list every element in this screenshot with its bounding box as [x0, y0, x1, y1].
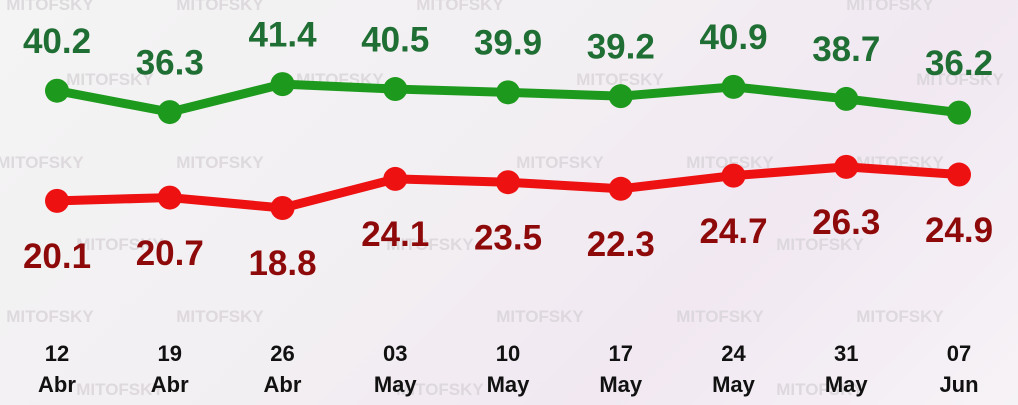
- watermark: MITOFSKY: [516, 153, 604, 172]
- point: [947, 101, 971, 125]
- x-tick-label: 10 May: [458, 338, 558, 400]
- value-label: 39.2: [587, 27, 655, 66]
- point: [609, 177, 633, 201]
- value-label: 22.3: [587, 225, 655, 264]
- value-label: 41.4: [248, 15, 317, 54]
- watermark: MITOFSKY: [176, 307, 264, 326]
- value-label: 36.2: [925, 44, 993, 83]
- watermark: MITOFSKY: [496, 307, 584, 326]
- x-tick-label: 24 May: [684, 338, 784, 400]
- point: [158, 100, 182, 124]
- watermark: MITOFSKY: [176, 153, 264, 172]
- x-tick-label: 17 May: [571, 338, 671, 400]
- watermark: MITOFSKY: [176, 0, 264, 14]
- watermark: MITOFSKY: [416, 0, 504, 14]
- value-label: 23.5: [474, 218, 542, 257]
- value-label: 26.3: [812, 203, 880, 242]
- value-label: 18.8: [248, 244, 316, 283]
- value-label: 39.9: [474, 24, 542, 63]
- point: [158, 186, 182, 210]
- point: [496, 80, 520, 104]
- watermark: MITOFSKY: [676, 307, 764, 326]
- point: [722, 75, 746, 99]
- point: [834, 87, 858, 111]
- point: [609, 84, 633, 108]
- point: [45, 189, 69, 213]
- value-label: 36.3: [136, 43, 204, 82]
- point: [383, 77, 407, 101]
- value-label: 40.5: [361, 20, 429, 59]
- value-label: 24.7: [699, 212, 767, 251]
- chart: MITOFSKY MITOFSKY MITOFSKY MITOFSKY MITOFSKY…: [0, 0, 1018, 405]
- value-label: 40.2: [23, 22, 91, 61]
- point: [271, 72, 295, 96]
- point: [496, 170, 520, 194]
- value-label: 24.9: [925, 211, 993, 250]
- watermark: MITOFSKY: [846, 0, 934, 14]
- x-tick-label: 07 Jun: [909, 338, 1009, 400]
- watermark: MITOFSKY: [0, 153, 84, 172]
- x-tick-label: 03 May: [345, 338, 445, 400]
- point: [722, 164, 746, 188]
- point: [271, 196, 295, 220]
- watermark: MITOFSKY: [6, 0, 94, 14]
- value-label: 20.1: [23, 237, 91, 276]
- point: [834, 155, 858, 179]
- value-label: 40.9: [699, 18, 767, 57]
- x-tick-label: 31 May: [796, 338, 896, 400]
- point: [947, 163, 971, 187]
- watermark: MITOFSKY: [6, 307, 94, 326]
- x-tick-label: 19 Abr: [120, 338, 220, 400]
- value-label: 24.1: [361, 215, 429, 254]
- value-label: 38.7: [812, 30, 880, 69]
- point: [383, 167, 407, 191]
- x-tick-label: 26 Abr: [233, 338, 333, 400]
- point: [45, 79, 69, 103]
- value-label: 20.7: [136, 234, 204, 273]
- watermark: MITOFSKY: [856, 307, 944, 326]
- x-tick-label: 12 Abr: [7, 338, 107, 400]
